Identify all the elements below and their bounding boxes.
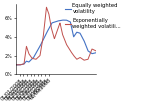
Exponentially
weighted volatili...: [95, 50, 97, 51]
Equally weighted
volatility: [17, 64, 19, 66]
Exponentially
weighted volatili...: [25, 47, 27, 48]
Line: Exponentially
weighted volatili...: Exponentially weighted volatili...: [16, 7, 96, 65]
Exponentially
weighted volatili...: [47, 10, 48, 11]
Equally weighted
volatility: [62, 20, 64, 21]
Equally weighted
volatility: [95, 52, 97, 53]
Equally weighted
volatility: [47, 31, 48, 32]
Equally weighted
volatility: [95, 52, 97, 53]
Equally weighted
volatility: [15, 64, 17, 66]
Exponentially
weighted volatili...: [62, 36, 64, 37]
Equally weighted
volatility: [35, 53, 37, 54]
Exponentially
weighted volatili...: [95, 50, 97, 52]
Exponentially
weighted volatili...: [45, 7, 47, 8]
Equally weighted
volatility: [62, 20, 64, 21]
Equally weighted
volatility: [25, 61, 27, 62]
Exponentially
weighted volatili...: [15, 64, 17, 66]
Legend: Equally weighted
volatility, Exponentially
weighted volatili...: Equally weighted volatility, Exponential…: [64, 3, 122, 30]
Line: Equally weighted
volatility: Equally weighted volatility: [16, 20, 96, 65]
Exponentially
weighted volatili...: [35, 59, 37, 60]
Exponentially
weighted volatili...: [17, 64, 19, 66]
